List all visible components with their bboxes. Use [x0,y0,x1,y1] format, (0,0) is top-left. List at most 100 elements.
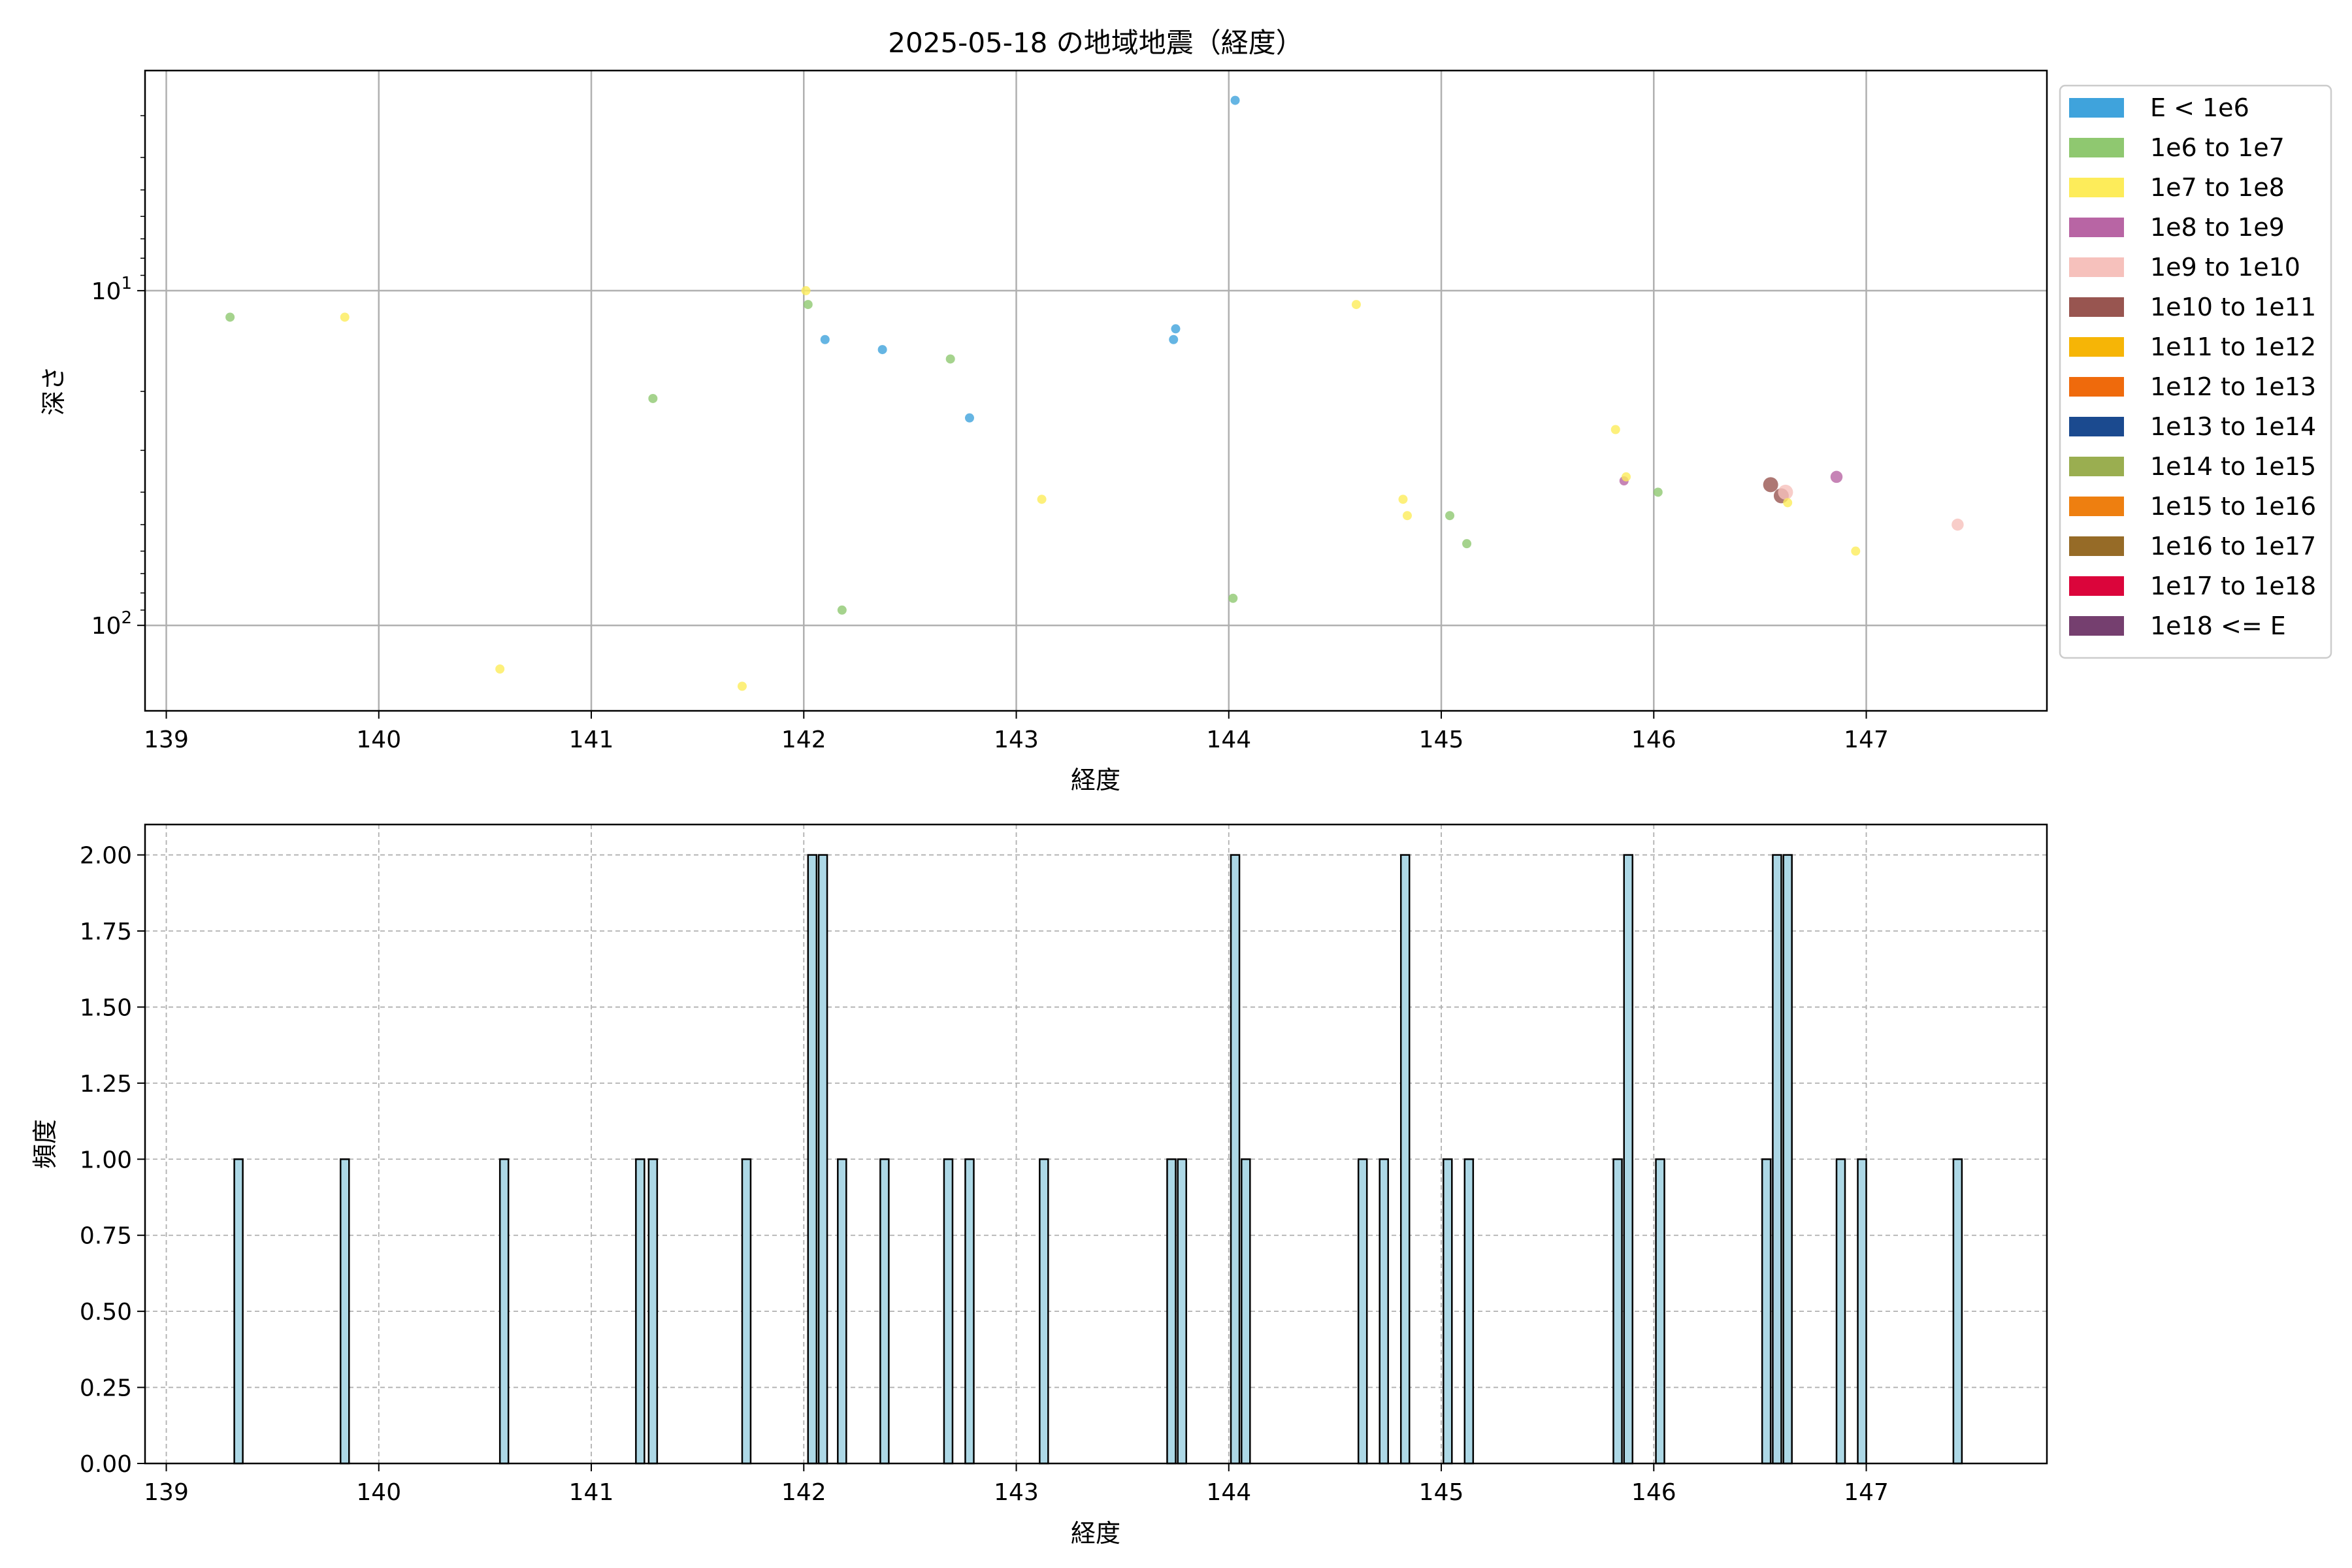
histogram-x-tick-label: 139 [144,1479,189,1506]
scatter-point [1230,95,1240,105]
histogram-bar [1230,854,1241,1465]
histogram-bar [943,1158,954,1465]
histogram-ticks: 139 140 141 142 143 144 145 146 147 0.00 0.25 0.50 0… [80,843,1889,1506]
histogram-bar [1835,1158,1846,1465]
histogram-bar [1463,1158,1475,1465]
histogram-x-tick-label: 147 [1844,1479,1889,1506]
histogram-bar [1379,1158,1389,1465]
histogram-bar [1241,1158,1251,1465]
legend-label: E < 1e6 [2150,93,2249,122]
legend-label: 1e14 to 1e15 [2150,452,2316,481]
legend-label: 1e17 to 1e18 [2150,572,2316,600]
histogram-bar [1612,1158,1623,1465]
histogram-bar [1857,1158,1867,1465]
histogram-bar [1952,1158,1963,1465]
scatter-point [803,300,813,310]
histogram-panel: 139 140 141 142 143 144 145 146 147 0.00 0.25 0.50 0… [31,823,2048,1548]
histogram-y-tick-label: 0.50 [80,1299,132,1326]
histogram-y-tick-label: 2.00 [80,843,132,870]
scatter-point [737,681,747,691]
scatter-point [1462,539,1472,549]
scatter-y-tick-label: 101 [91,274,132,305]
scatter-point [1228,593,1238,603]
scatter-x-tick-label: 145 [1419,727,1464,753]
histogram-bar [1399,854,1411,1465]
scatter-x-tick-label: 146 [1631,727,1676,753]
histogram-y-tick-label: 0.00 [80,1451,132,1478]
legend-label: 1e18 <= E [2150,612,2286,640]
scatter-point [1830,470,1843,483]
histogram-bar [879,1158,890,1465]
scatter-point [1037,495,1047,504]
legend-swatch [2069,178,2124,197]
scatter-point [648,393,658,403]
histogram-bar [647,1158,659,1465]
scatter-y-axis-label: 深さ [39,366,68,416]
legend-swatch [2069,457,2124,476]
histogram-y-tick-label: 0.75 [80,1223,132,1250]
legend-swatch [2069,576,2124,596]
histogram-bar [1177,1158,1187,1465]
scatter-point [1763,477,1778,493]
scatter-point [945,354,955,364]
scatter-point [1445,511,1455,521]
histogram-bar [1357,1158,1368,1465]
histogram-y-tick-label: 1.50 [80,994,132,1021]
histogram-x-tick-label: 140 [356,1479,401,1506]
histogram-bar [741,1158,752,1465]
scatter-point [495,664,505,674]
scatter-x-tick-label: 147 [1844,727,1889,753]
scatter-x-axis-label: 経度 [1071,766,1120,794]
histogram-x-tick-label: 142 [781,1479,826,1506]
legend-swatch [2069,616,2124,636]
histogram-x-tick-label: 141 [569,1479,614,1506]
scatter-point [1351,300,1361,310]
legend-swatch [2069,497,2124,516]
histogram-x-tick-label: 146 [1631,1479,1676,1506]
histogram-bar [817,854,828,1465]
scatter-x-tick-label: 140 [356,727,401,753]
legend-swatch [2069,377,2124,397]
legend-label: 1e15 to 1e16 [2150,492,2316,521]
scatter-point [1610,425,1620,434]
histogram-y-tick-label: 1.00 [80,1147,132,1173]
scatter-x-tick-label: 141 [569,727,614,753]
scatter-grid [145,71,2047,711]
histogram-y-tick-label: 0.25 [80,1375,132,1402]
legend-label: 1e9 to 1e10 [2150,253,2300,282]
histogram-bar [807,854,818,1465]
histogram-y-axis-label: 頻度 [31,1119,59,1169]
scatter-point [820,335,830,344]
legend-swatch [2069,98,2124,118]
scatter-title: 2025-05-18 の地域地震（経度） [888,27,1303,59]
histogram-bar [1166,1158,1177,1465]
scatter-x-tick-label: 143 [994,727,1039,753]
scatter-point [1402,511,1412,521]
legend-label: 1e12 to 1e13 [2150,372,2316,401]
histogram-y-tick-label: 1.75 [80,919,132,945]
scatter-point [1171,324,1181,334]
legend-label: 1e8 to 1e9 [2150,213,2285,242]
legend-label: 1e7 to 1e8 [2150,173,2285,202]
legend-box [2059,84,2332,659]
scatter-point [1952,518,1964,531]
legend-swatch [2069,536,2124,556]
scatter-point [1653,487,1663,497]
scatter-x-tick-label: 142 [781,727,826,753]
histogram-bar [1761,1158,1772,1465]
histogram-bar [1623,854,1634,1465]
legend-swatch [2069,257,2124,277]
legend-swatch [2069,138,2124,157]
legend-label: 1e13 to 1e14 [2150,412,2316,441]
scatter-point [801,286,811,295]
scatter-point [1169,335,1179,344]
legend-swatch [2069,218,2124,237]
histogram-bar [1782,854,1793,1465]
histogram-bars [233,854,1963,1465]
scatter-point [1783,498,1793,508]
histogram-x-tick-label: 143 [994,1479,1039,1506]
scatter-point [1398,495,1408,504]
scatter-x-tick-label: 139 [144,727,189,753]
scatter-panel: 2025-05-18 の地域地震（経度） 139 140 141 142 143 144 1… [39,27,2332,794]
